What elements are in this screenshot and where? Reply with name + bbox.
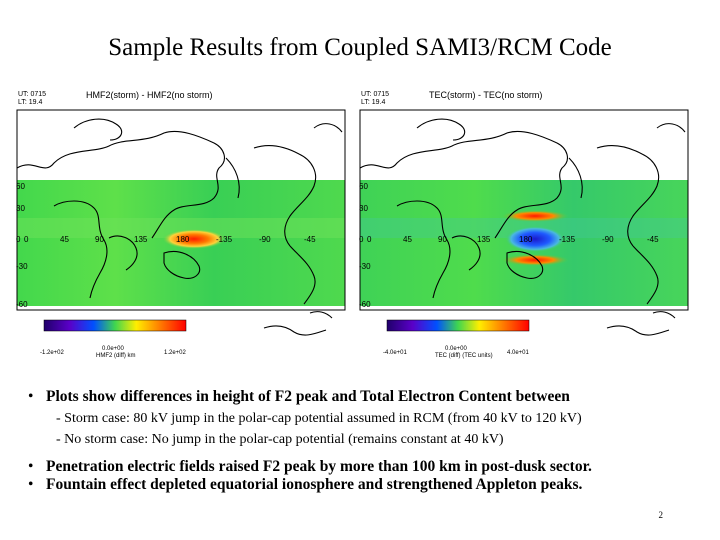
lon-label-minus-45: -45 [304, 235, 316, 244]
lat-label-30: 30 [16, 204, 25, 213]
lon-label-minus-135: -135 [559, 235, 576, 244]
ut-lt-label: UT: 0715 LT: 19.4 [361, 91, 389, 107]
tec-plot-title: TEC(storm) - TEC(no storm) [429, 90, 543, 100]
lon-label-45: 45 [60, 235, 69, 244]
lat-label-minus-60: -60 [16, 300, 28, 309]
lt-label: LT: 19.4 [361, 99, 386, 106]
lon-label-135: 135 [477, 235, 491, 244]
lon-label-0: 0 [367, 235, 372, 244]
hmf2-plot-title: HMF2(storm) - HMF2(no storm) [86, 90, 213, 100]
lat-label-60: 60 [16, 182, 25, 191]
page-number: 2 [658, 510, 664, 520]
colorbar-min-label: -1.2e+02 [40, 350, 64, 356]
colorbar-max-label: 1.2e+02 [164, 350, 186, 356]
lt-label: LT: 19.4 [18, 99, 43, 106]
lon-label-90: 90 [95, 235, 104, 244]
lon-label-0: 0 [24, 235, 29, 244]
hmf2-difference-map: UT: 0715 LT: 19.4 HMF2(storm) - HMF2(no … [14, 88, 351, 360]
bullet-fountain-effect: Fountain effect depleted equatorial iono… [28, 476, 698, 494]
lon-label-minus-135: -135 [216, 235, 233, 244]
colorbar-mid-label: 0.0e+00 [445, 346, 467, 352]
lat-label-minus-60: -60 [359, 300, 371, 309]
colorbar-units-label: TEC (diff) (TEC units) [435, 353, 493, 359]
lat-label-0: 0 [16, 235, 21, 244]
lon-label-180: 180 [519, 235, 533, 244]
lat-label-30: 30 [359, 204, 368, 213]
bullet-plots-description: Plots show differences in height of F2 p… [28, 388, 698, 406]
colorbar-min-label: -4.0e+01 [383, 350, 407, 356]
colorbar-max-label: 4.0e+01 [507, 350, 529, 356]
ut-label: UT: 0715 [361, 91, 390, 98]
lat-label-60: 60 [359, 182, 368, 191]
lon-label-45: 45 [403, 235, 412, 244]
lat-label-minus-30: -30 [359, 262, 371, 271]
lon-label-minus-90: -90 [602, 235, 614, 244]
slide-title: Sample Results from Coupled SAMI3/RCM Co… [108, 34, 612, 61]
hmf2-map-graphic [16, 109, 346, 336]
colorbar-units-label: HMF2 (diff) km [96, 353, 136, 359]
ut-label: UT: 0715 [18, 91, 47, 98]
ut-lt-label: UT: 0715 LT: 19.4 [18, 91, 46, 107]
lon-label-minus-45: -45 [647, 235, 659, 244]
lat-label-minus-30: -30 [16, 262, 28, 271]
lon-label-minus-90: -90 [259, 235, 271, 244]
bullet-penetration-fields: Penetration electric fields raised F2 pe… [28, 458, 698, 476]
lon-label-90: 90 [438, 235, 447, 244]
sub-bullet-no-storm-case: - No storm case: No jump in the polar-ca… [56, 432, 504, 447]
lat-label-0: 0 [359, 235, 364, 244]
lon-label-135: 135 [134, 235, 148, 244]
colorbar-mid-label: 0.0e+00 [102, 346, 124, 352]
tec-map-graphic [359, 109, 689, 336]
lon-label-180: 180 [176, 235, 190, 244]
sub-bullet-storm-case: - Storm case: 80 kV jump in the polar-ca… [56, 411, 582, 426]
bullet-list: Plots show differences in height of F2 p… [28, 388, 698, 494]
tec-difference-map: UT: 0715 LT: 19.4 TEC(storm) - TEC(no st… [357, 88, 694, 360]
